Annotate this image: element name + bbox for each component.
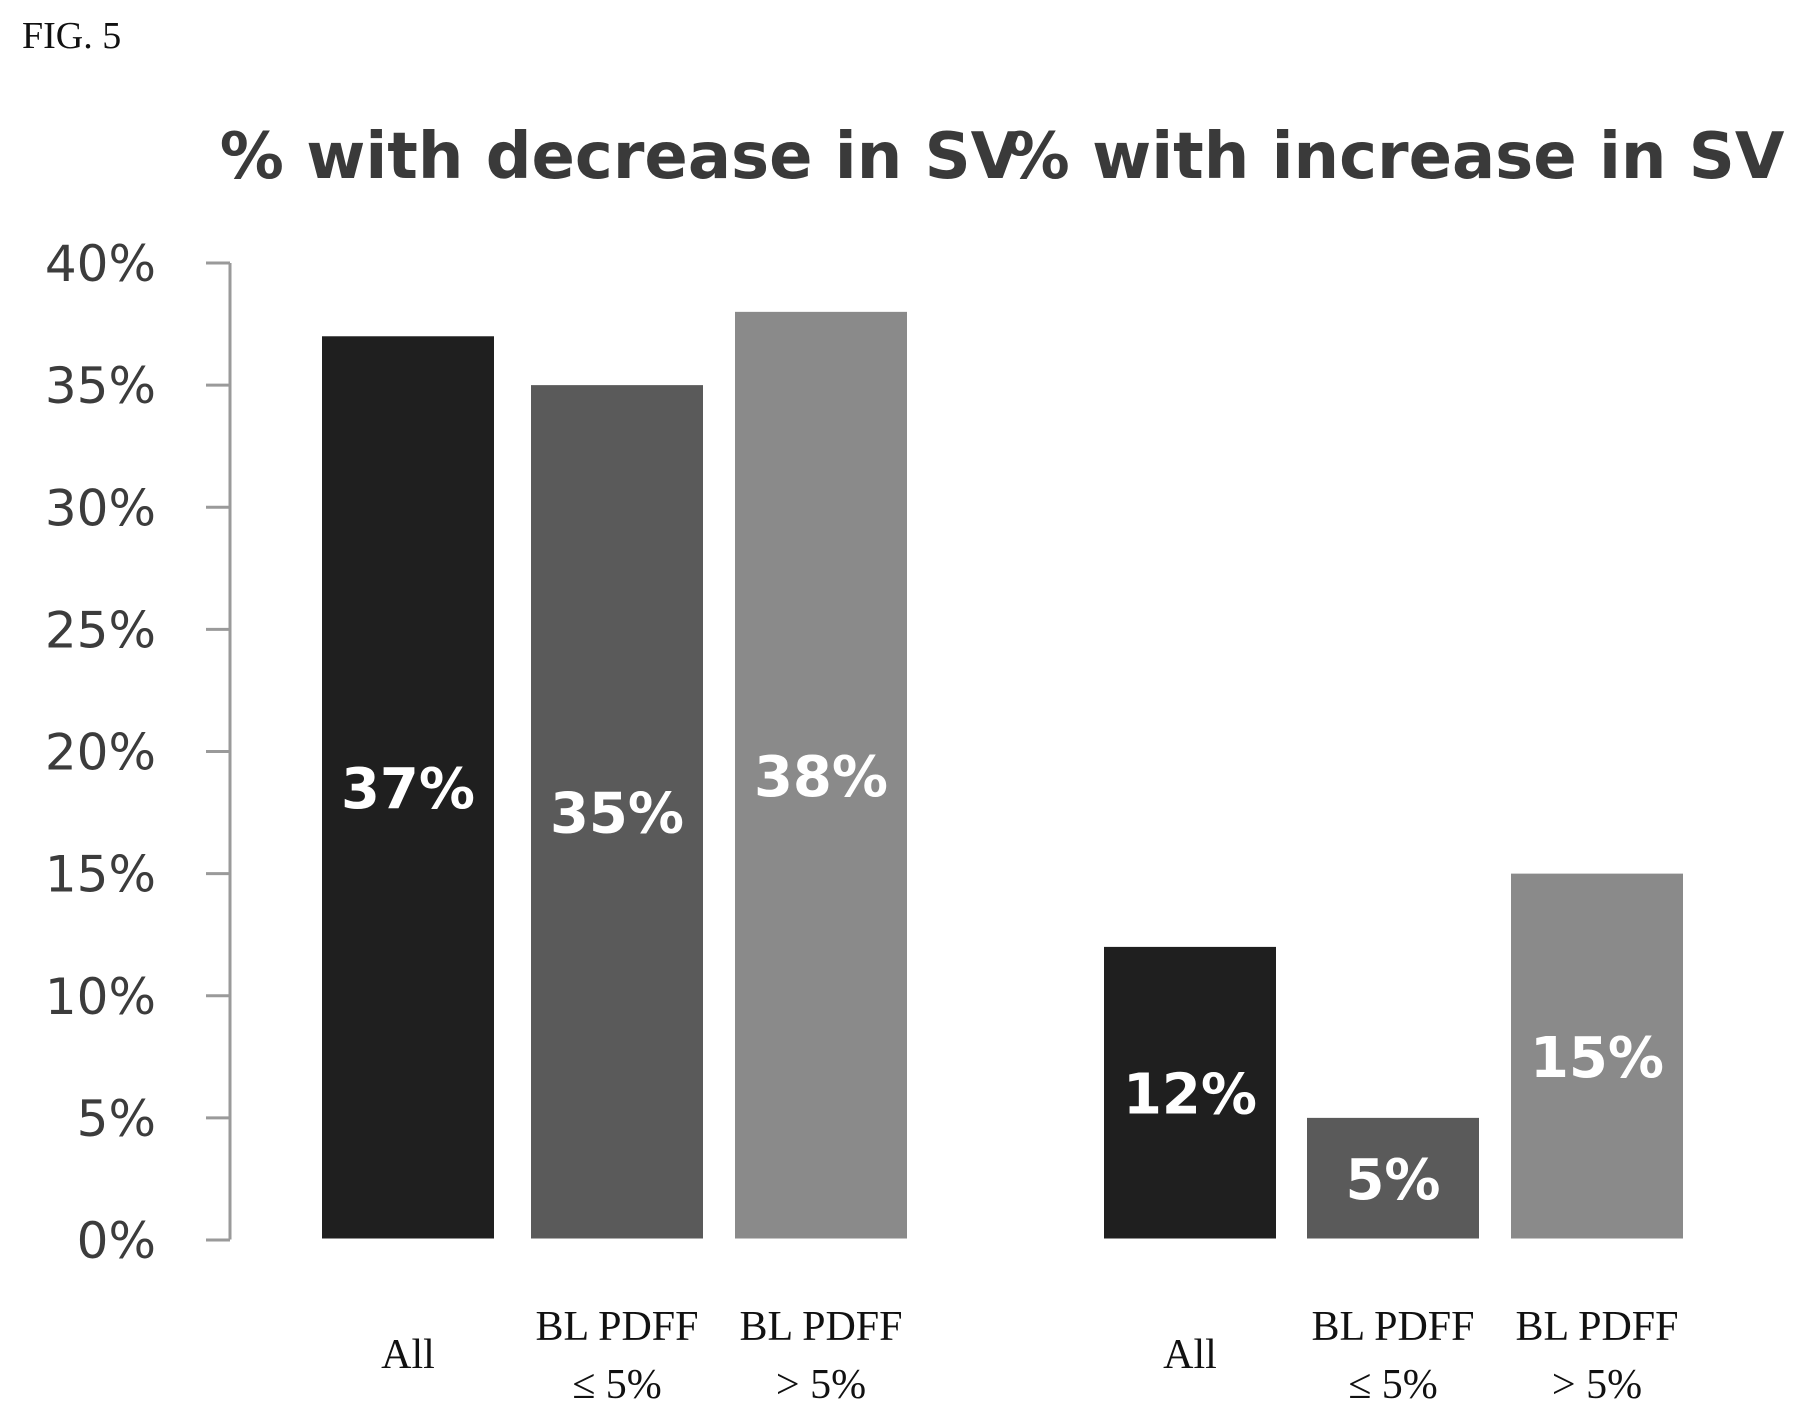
panel-title: % with increase in SV [1006, 120, 1785, 194]
category-label: BL PDFF [739, 1304, 902, 1350]
panel-title: % with decrease in SV [220, 120, 1021, 194]
category-label: BL PDFF [1515, 1304, 1678, 1350]
y-tick-label: 30% [45, 479, 156, 537]
y-axis: 0% 5% 10% 15% 20% 25% 30% 35% 40% [45, 235, 1700, 1270]
category-label: BL PDFF [1311, 1304, 1474, 1350]
bar-value-label: 37% [341, 757, 475, 822]
bar [322, 336, 494, 1240]
panel-titles: % with decrease in SV% with increase in … [220, 120, 1785, 194]
bar-value-label: 15% [1530, 1026, 1664, 1091]
category-label: ≤ 5% [1348, 1362, 1438, 1408]
category-label: BL PDFF [535, 1304, 698, 1350]
y-tick-label: 10% [45, 968, 156, 1026]
bar [1307, 1117, 1479, 1240]
bar [735, 311, 907, 1241]
bar-value-label: 35% [550, 782, 684, 847]
bar-value-label: 38% [754, 745, 888, 810]
y-tick-label: 25% [45, 601, 156, 659]
bar [531, 385, 703, 1240]
category-label: > 5% [1552, 1362, 1642, 1408]
bar-value-label: 12% [1123, 1062, 1257, 1127]
y-tick-label: 35% [45, 357, 156, 415]
y-tick-label: 5% [77, 1090, 156, 1148]
category-label: All [1163, 1332, 1217, 1378]
y-tick-label: 15% [45, 846, 156, 904]
y-tick-label: 40% [45, 235, 156, 293]
figure-label: FIG. 5 [22, 15, 122, 57]
category-labels: All BL PDFF ≤ 5% BL PDFF > 5% All BL PDFF ≤ 5% B… [381, 1304, 1678, 1408]
bar [1511, 873, 1683, 1240]
category-label: ≤ 5% [572, 1362, 662, 1408]
bar-value-label: 5% [1345, 1148, 1440, 1213]
y-tick-label: 20% [45, 724, 156, 782]
bar-value-labels: 37% 35% 38% 12% 5% 15% [341, 745, 1664, 1213]
y-tick-label: 0% [77, 1212, 156, 1270]
category-label: All [381, 1332, 435, 1378]
bar [1104, 946, 1276, 1240]
bars [322, 311, 1683, 1242]
category-label: > 5% [776, 1362, 866, 1408]
